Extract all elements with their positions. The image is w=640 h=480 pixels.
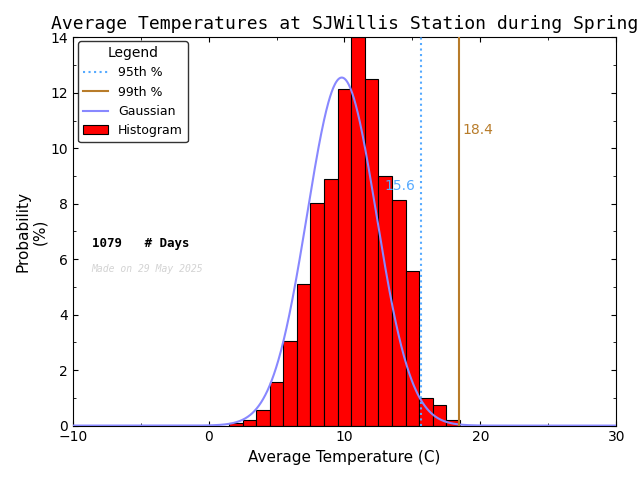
Bar — [284, 341, 297, 426]
Title: Average Temperatures at SJWillis Station during Spring: Average Temperatures at SJWillis Station… — [51, 15, 638, 33]
Bar — [433, 405, 446, 426]
Bar — [269, 382, 284, 426]
Text: 15.6: 15.6 — [384, 179, 415, 193]
Bar — [378, 176, 392, 426]
X-axis label: Average Temperature (C): Average Temperature (C) — [248, 450, 441, 465]
Bar — [297, 284, 310, 426]
Bar — [351, 37, 365, 426]
Bar — [406, 271, 419, 426]
Bar — [229, 423, 243, 426]
Text: 1079   # Days: 1079 # Days — [92, 237, 189, 250]
Y-axis label: Probability
(%): Probability (%) — [15, 191, 47, 272]
Bar — [419, 398, 433, 426]
Bar — [324, 179, 338, 426]
Bar — [310, 203, 324, 426]
Text: 18.4: 18.4 — [463, 123, 493, 137]
Bar — [446, 420, 460, 426]
Bar — [392, 200, 406, 426]
Bar — [243, 420, 256, 426]
Legend: 95th %, 99th %, Gaussian, Histogram: 95th %, 99th %, Gaussian, Histogram — [78, 41, 188, 142]
Text: Made on 29 May 2025: Made on 29 May 2025 — [92, 264, 204, 275]
Bar — [256, 410, 269, 426]
Bar — [365, 79, 378, 426]
Bar — [338, 89, 351, 426]
